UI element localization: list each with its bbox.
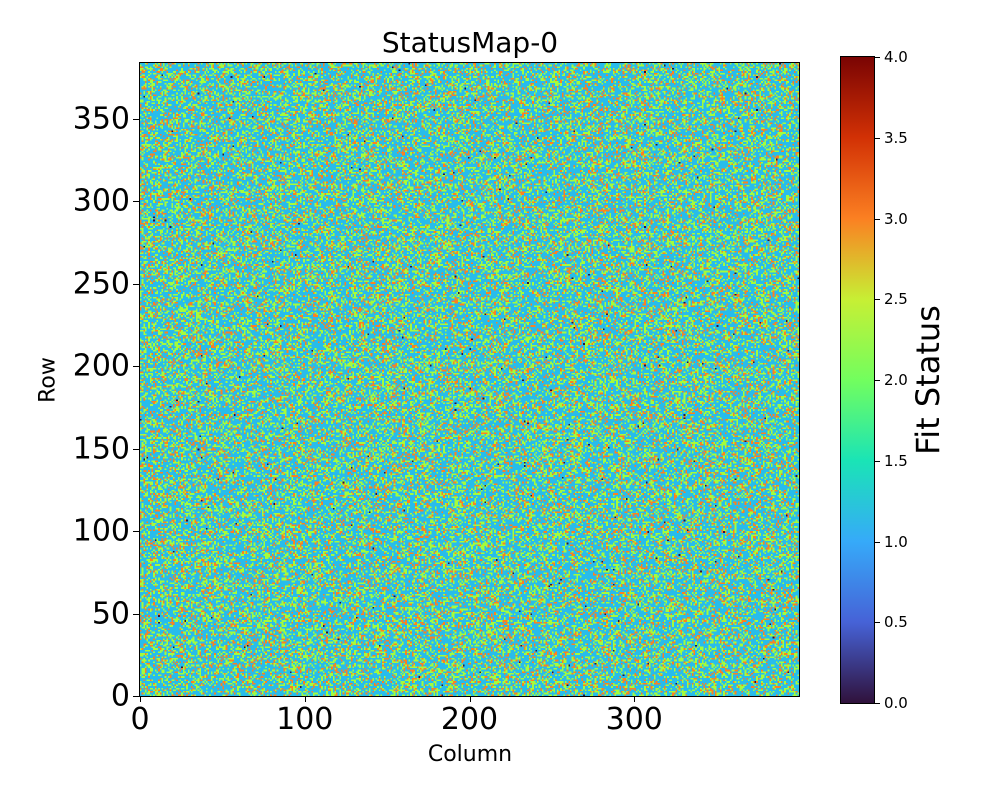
- colorbar-tick-label: 0.5: [884, 613, 908, 632]
- y-tick-mark: [133, 613, 139, 615]
- colorbar-tick-mark: [875, 380, 880, 381]
- y-tick-mark: [133, 696, 139, 697]
- colorbar-tick-label: 2.5: [884, 290, 908, 309]
- x-tick-mark: [634, 696, 636, 702]
- x-tick-label: 100: [276, 702, 334, 737]
- heatmap-image: [140, 63, 799, 696]
- y-tick-label: 250: [72, 266, 130, 302]
- y-tick-label: 300: [72, 183, 130, 219]
- colorbar-tick-mark: [875, 541, 880, 543]
- plot-area: [139, 62, 800, 697]
- y-tick-label: 350: [72, 101, 130, 137]
- colorbar-tick-mark: [875, 218, 880, 220]
- y-tick-mark: [133, 366, 139, 368]
- x-tick-mark: [469, 696, 471, 702]
- colorbar: [840, 56, 875, 704]
- y-axis-label: Row: [35, 357, 61, 403]
- y-tick-label: 50: [91, 596, 130, 632]
- x-tick-label: 300: [605, 702, 663, 737]
- y-tick-mark: [133, 119, 139, 121]
- colorbar-tick-mark: [875, 137, 880, 139]
- y-tick-mark: [133, 448, 139, 450]
- colorbar-tick-mark: [875, 622, 880, 624]
- colorbar-tick-mark: [875, 299, 880, 301]
- x-tick-mark: [140, 696, 141, 702]
- colorbar-tick-label: 3.0: [884, 209, 908, 228]
- colorbar-tick-label: 2.0: [884, 371, 908, 389]
- y-tick-mark: [133, 283, 139, 285]
- colorbar-label: Fit Status: [909, 305, 947, 455]
- colorbar-tick-label: 1.5: [884, 451, 908, 470]
- x-axis-label: Column: [427, 742, 513, 767]
- colorbar-tick-mark: [875, 460, 880, 462]
- colorbar-tick-label: 1.0: [884, 532, 908, 551]
- colorbar-tick-label: 4.0: [884, 48, 908, 66]
- x-tick-label: 200: [440, 702, 499, 737]
- colorbar-tick-mark: [875, 703, 880, 704]
- y-tick-label: 0: [110, 678, 130, 714]
- chart-title: StatusMap-0: [381, 26, 559, 59]
- y-tick-label: 150: [72, 431, 130, 467]
- y-tick-mark: [133, 201, 139, 203]
- y-tick-label: 200: [72, 348, 130, 384]
- colorbar-tick-mark: [875, 57, 880, 58]
- y-tick-mark: [133, 531, 139, 533]
- colorbar-tick-label: 0.0: [884, 694, 908, 712]
- colorbar-tick-label: 3.5: [884, 128, 908, 147]
- y-tick-label: 100: [72, 513, 130, 549]
- x-tick-mark: [304, 696, 306, 702]
- x-tick-label: 0: [130, 702, 150, 737]
